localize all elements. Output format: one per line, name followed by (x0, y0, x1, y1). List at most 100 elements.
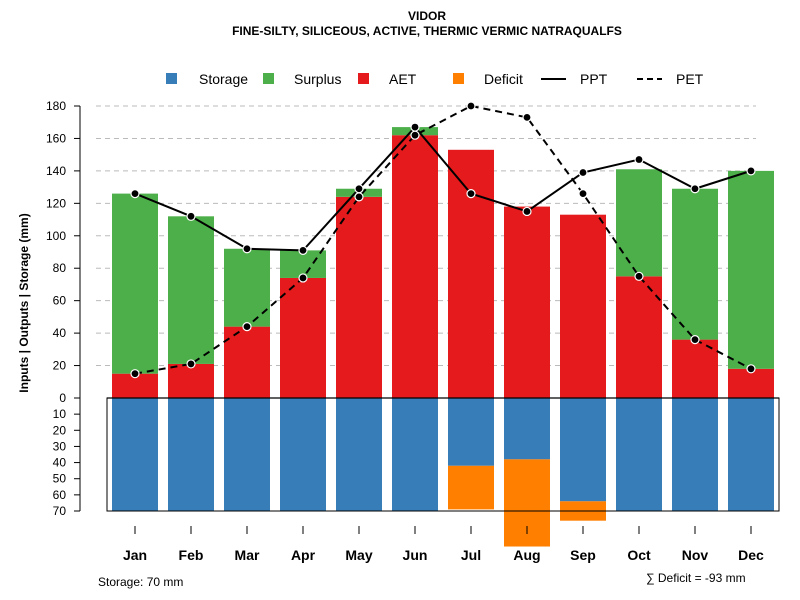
pet-point-mar (242, 322, 252, 332)
bar-storage-jan (112, 398, 158, 511)
ppt-point-oct (634, 154, 644, 165)
pet-line (134, 104, 752, 375)
x-tick-label-mar: Mar (235, 547, 260, 563)
bar-storage-jun (392, 398, 438, 511)
y-tick-label-top-0: 0 (59, 391, 66, 405)
y-tick-label-top-140: 140 (46, 164, 66, 178)
bar-storage-may (336, 398, 382, 511)
bar-storage-jul (448, 398, 494, 466)
storage-frame (106, 397, 780, 512)
storage-note: Storage: 70 mm (98, 575, 183, 589)
ppt-line (134, 125, 752, 252)
pet-point-aug (522, 112, 532, 122)
bar-aet-sep (560, 214, 606, 398)
ppt-point-feb (186, 211, 196, 221)
y-axis-label: Inputs | Outputs | Storage (mm) (17, 213, 31, 392)
legend-swatch-storage (166, 73, 177, 84)
ppt-point-jan (130, 189, 140, 199)
y-tick-label-bottom-40: 40 (53, 456, 67, 470)
legend-label-surplus: Surplus (294, 71, 341, 87)
bar-storage-aug (504, 398, 550, 460)
x-tick-label-sep: Sep (570, 547, 596, 563)
pet-point-sep (578, 189, 588, 199)
legend-swatch-aet (358, 73, 369, 84)
bar-surplus-dec (728, 170, 774, 369)
bar-deficit-jul (448, 465, 494, 510)
bar-surplus-feb (168, 216, 214, 364)
bar-surplus-mar (224, 248, 270, 327)
x-tick-label-jun: Jun (403, 547, 428, 563)
pet-point-nov (690, 335, 700, 345)
deficit-note: ∑ Deficit = -93 mm (646, 571, 746, 585)
x-tick-label-nov: Nov (682, 547, 709, 563)
pet-point-feb (186, 359, 196, 369)
bar-aet-feb (168, 363, 214, 398)
bar-aet-oct (616, 276, 662, 398)
pet-point-may (354, 192, 364, 202)
bar-storage-apr (280, 398, 326, 511)
bar-storage-oct (616, 398, 662, 511)
x-tick-label-may: May (345, 547, 372, 563)
chart-title: VIDOR (408, 9, 446, 23)
bar-storage-mar (224, 398, 270, 511)
x-tick-label-apr: Apr (291, 547, 316, 563)
chart-subtitle: FINE-SILTY, SILICEOUS, ACTIVE, THERMIC V… (232, 24, 622, 38)
y-tick-label-top-100: 100 (46, 229, 66, 243)
bar-aet-may (336, 196, 382, 398)
bar-aet-mar (224, 326, 270, 398)
x-tick-label-jul: Jul (461, 547, 481, 563)
x-tick-label-aug: Aug (513, 547, 540, 563)
series-lines (134, 104, 752, 375)
y-tick-label-top-60: 60 (53, 294, 67, 308)
x-axis: Jan Feb Mar Apr May Jun Jul Aug Sep Oct Nov Dec (123, 526, 764, 563)
legend: Storage Surplus AET Deficit PPT PET (166, 71, 704, 87)
x-tick-label-jan: Jan (123, 547, 147, 563)
y-tick-label-bottom-20: 20 (53, 423, 67, 437)
y-tick-label-bottom-70: 70 (53, 504, 67, 518)
ppt-point-apr (298, 245, 308, 255)
pet-point-oct (634, 271, 644, 281)
y-tick-label-top-80: 80 (53, 261, 67, 275)
bar-surplus-nov (672, 188, 718, 340)
bar-aet-dec (728, 368, 774, 398)
y-tick-label-top-160: 160 (46, 131, 66, 145)
bars (112, 127, 774, 547)
legend-label-deficit: Deficit (484, 71, 523, 87)
y-tick-label-top-20: 20 (53, 359, 67, 373)
ppt-point-jul (466, 189, 476, 199)
y-tick-label-top-40: 40 (53, 326, 67, 340)
y-tick-label-top-120: 120 (46, 196, 66, 210)
pet-point-dec (746, 364, 756, 374)
pet-point-apr (298, 273, 308, 283)
series-points (130, 101, 756, 379)
ppt-point-jun (410, 122, 420, 132)
x-tick-label-oct: Oct (627, 547, 651, 563)
bar-aet-apr (280, 277, 326, 398)
ppt-point-sep (578, 167, 588, 178)
bar-storage-dec (728, 398, 774, 511)
legend-swatch-deficit (453, 73, 464, 84)
y-tick-label-bottom-60: 60 (53, 488, 67, 502)
pet-point-jul (466, 101, 476, 111)
ppt-point-mar (242, 244, 252, 254)
bar-storage-sep (560, 398, 606, 502)
bar-surplus-oct (616, 169, 662, 277)
y-tick-label-bottom-50: 50 (53, 472, 67, 486)
pet-point-jun (410, 130, 420, 140)
ppt-point-dec (746, 166, 756, 176)
bar-aet-aug (504, 206, 550, 398)
bar-aet-jun (392, 135, 438, 398)
bar-aet-jul (448, 149, 494, 398)
bar-storage-nov (672, 398, 718, 511)
x-tick-label-feb: Feb (179, 547, 204, 563)
legend-swatch-surplus (263, 73, 274, 84)
bar-aet-nov (672, 339, 718, 398)
legend-label-pet: PET (676, 71, 704, 87)
bar-surplus-jan (112, 193, 158, 374)
y-tick-label-bottom-10: 10 (53, 407, 67, 421)
legend-label-storage: Storage (199, 71, 248, 87)
pet-point-jan (130, 369, 140, 379)
legend-label-aet: AET (389, 71, 417, 87)
ppt-point-nov (690, 184, 700, 194)
